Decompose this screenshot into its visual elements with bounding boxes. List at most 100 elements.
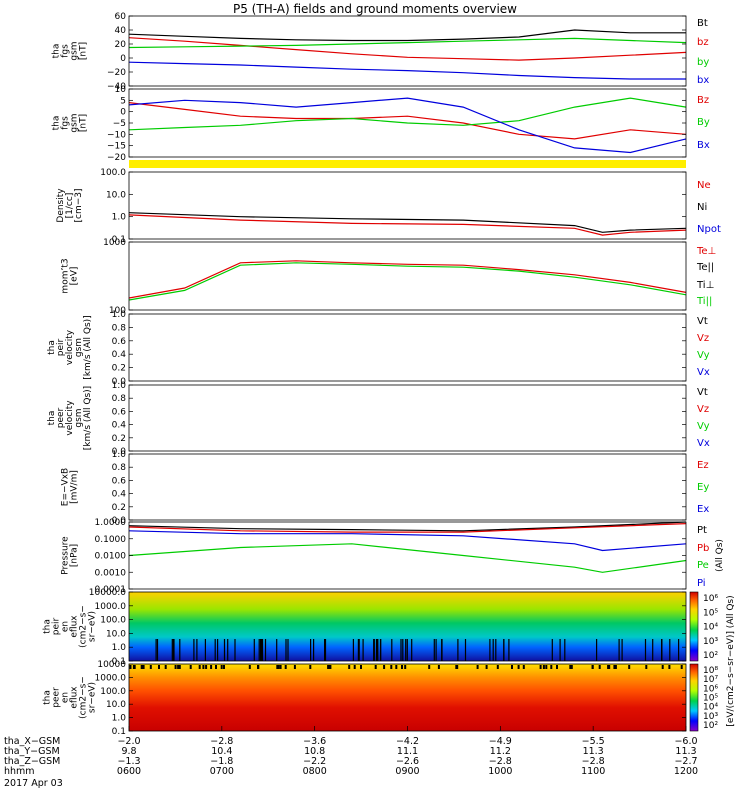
spectrogram-gap: [293, 665, 296, 669]
series-bt: [128, 29, 686, 42]
y-axis-label: velocity: [65, 329, 75, 365]
y-tick-label: 0.8: [112, 463, 127, 473]
spectrogram-gap: [522, 665, 525, 669]
spectrogram-gap: [158, 665, 160, 669]
spectrogram-gap: [202, 665, 205, 669]
y-tick-label: 10.0: [106, 700, 126, 710]
legend-vx: Vx: [697, 367, 710, 378]
footer-value: 11.2: [490, 746, 511, 757]
legend-bx: bx: [697, 75, 709, 86]
panel-frame: [128, 384, 687, 452]
colorbar-tick: 10³: [703, 637, 718, 647]
footer-value: −2.8: [210, 736, 233, 747]
spectrogram-gap: [276, 665, 279, 669]
legend-ti: Ti⊥: [696, 280, 714, 291]
legend-bz: bz: [697, 37, 709, 48]
footer-value: −2.8: [489, 756, 512, 767]
footer-value: 1100: [581, 766, 605, 777]
spectrogram-gap: [258, 639, 260, 661]
spectrogram-gap: [287, 639, 289, 661]
spectrogram-gap: [618, 639, 620, 661]
spectrogram-gap: [508, 639, 510, 661]
footer-value: 0900: [395, 766, 419, 777]
footer-value: −2.7: [674, 756, 697, 767]
chart-title: P5 (TH-A) fields and ground moments over…: [233, 2, 517, 16]
y-axis-label: gsm: [70, 41, 80, 60]
y-axis-label: [1/cc]: [65, 193, 75, 219]
legend-vy: Vy: [697, 421, 710, 432]
y-tick-label: 0.6: [112, 337, 127, 347]
y-tick-label: 0.1: [112, 657, 126, 667]
legend-bz: Bz: [697, 95, 709, 106]
colorbar-tick: 10⁴: [703, 623, 718, 633]
y-tick-label: 0.2: [112, 503, 126, 513]
y-axis-label: mom’t3: [61, 258, 71, 293]
legend-npot: Npot: [697, 224, 721, 235]
legend-vt: Vt: [697, 316, 708, 327]
y-axis-label: peir: [56, 338, 66, 356]
spectrogram-gap: [621, 639, 623, 661]
spectrogram-gap: [352, 639, 354, 661]
y-tick-label: −40: [107, 82, 126, 92]
series-by: [128, 37, 687, 49]
spectrogram-gap: [457, 639, 459, 661]
spectrogram-gap: [441, 639, 443, 661]
spectrogram-gap: [309, 665, 312, 669]
footer-value: 10.4: [211, 746, 232, 757]
spectrogram-gap: [310, 639, 312, 661]
colorbar: [689, 591, 699, 662]
y-tick-label: 0.0010: [95, 568, 127, 578]
spectrogram-gap: [129, 665, 132, 669]
y-tick-label: 1.0: [112, 643, 127, 653]
spectrogram-gap: [476, 665, 479, 669]
spectrogram-gap: [261, 639, 264, 661]
footer-value: −1.3: [117, 756, 140, 767]
footer-value: 9.8: [121, 746, 136, 757]
panel-7: [128, 453, 687, 521]
y-axis-label: sr−eV): [88, 682, 98, 713]
spectrogram-gap: [456, 665, 459, 669]
series-ti: [128, 262, 687, 301]
spectrogram-gap: [329, 665, 332, 669]
y-tick-label: 0.4: [112, 421, 127, 431]
spectrogram-gap: [164, 665, 167, 669]
spectrogram-gap: [353, 665, 356, 669]
legend-vz: Vz: [697, 333, 709, 344]
spectrogram-gap: [174, 665, 177, 669]
spectrogram-gap: [402, 639, 404, 661]
legend-pb: Pb: [697, 543, 709, 554]
legend-pt: Pt: [697, 525, 707, 536]
spectrogram-gap: [377, 639, 379, 661]
legend-ti: Ti||: [696, 296, 712, 307]
footer-value: −2.0: [117, 736, 140, 747]
spectrogram-gap: [628, 665, 631, 669]
y-tick-label: 40: [115, 26, 127, 36]
series-pt: [128, 521, 687, 532]
spectrogram-gap: [406, 639, 408, 661]
series-pi: [128, 530, 687, 552]
y-tick-label: 100: [109, 306, 126, 316]
spectrogram-gap: [645, 665, 648, 669]
y-tick-label: 1.0: [112, 714, 127, 724]
spectrogram-gap: [149, 665, 152, 669]
spectrogram-gap: [400, 639, 402, 661]
spectrogram-gap: [156, 639, 159, 661]
spectrogram-gap: [496, 665, 499, 669]
y-axis-label: fgs: [61, 116, 71, 130]
colorbar-tick: 10⁶: [703, 594, 718, 604]
colorbar-tick: 10³: [703, 712, 718, 722]
quality-flag-bar: [129, 160, 686, 168]
y-axis-label: [mV/m]: [70, 470, 80, 504]
footer-value: 0800: [303, 766, 327, 777]
footer-value: 11.3: [583, 746, 604, 757]
spectrogram-gap: [550, 665, 553, 669]
footer-value: −2.8: [582, 756, 605, 767]
spectrogram-gap: [327, 665, 330, 669]
legend-te: Te⊥: [696, 246, 716, 257]
colorbar-tick: 10⁵: [703, 608, 718, 618]
legend-ey: Ey: [697, 482, 709, 493]
y-axis-label: (cm2−s−: [79, 605, 89, 648]
spectrogram-gap: [223, 639, 226, 661]
footer-value: −3.6: [303, 736, 326, 747]
